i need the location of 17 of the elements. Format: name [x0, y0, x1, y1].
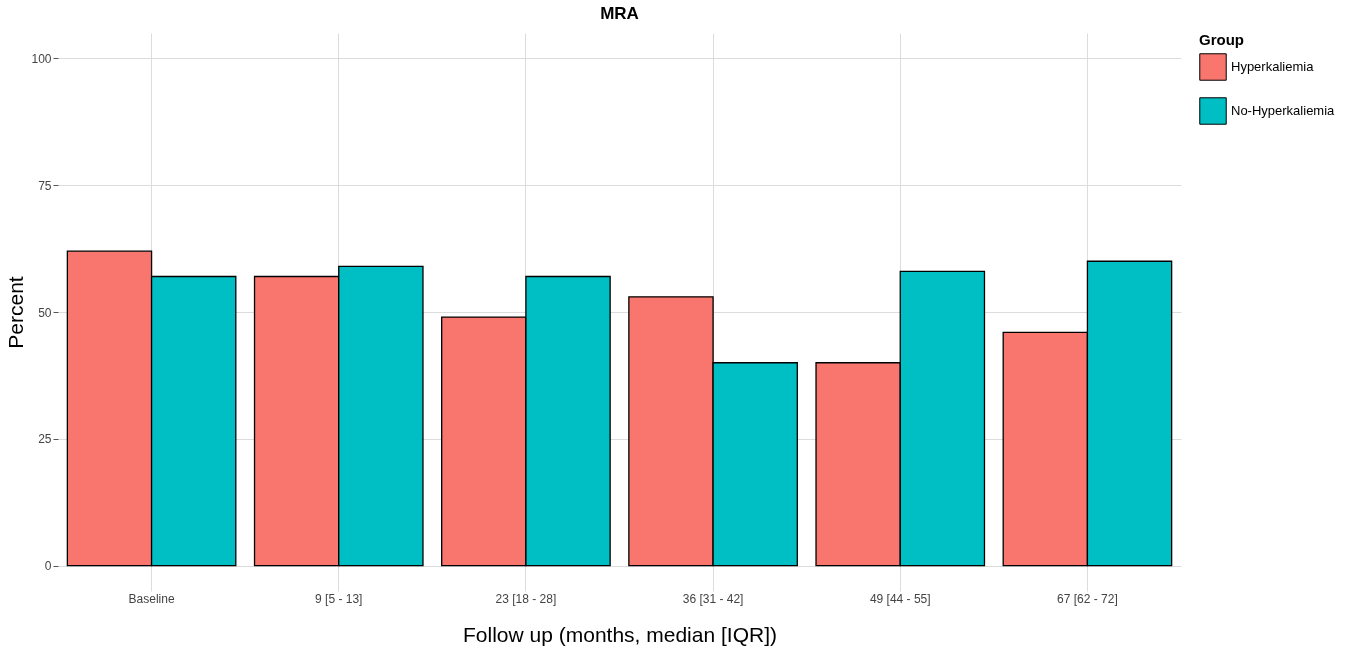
x-tick-label: Baseline — [128, 591, 175, 606]
y-tick-label: 50 — [38, 305, 52, 320]
legend-title: Group — [1199, 31, 1244, 48]
x-tick-label: 36 [31 - 42] — [682, 591, 744, 606]
y-tick-label: 75 — [38, 178, 52, 193]
legend-label: No-Hyperkaliemia — [1231, 103, 1336, 118]
y-tick-label: 0 — [44, 559, 52, 574]
x-tick-label: 23 [18 - 28] — [495, 591, 557, 606]
x-axis-title: Follow up (months, median [IQR]) — [463, 622, 777, 646]
x-tick-label: 9 [5 - 13] — [315, 591, 363, 606]
legend-label: Hyperkaliemia — [1231, 59, 1315, 74]
y-tick-label: 25 — [38, 432, 52, 447]
chart-title: MRA — [600, 4, 639, 23]
y-tick-label: 100 — [31, 51, 52, 66]
y-axis-title: Percent — [4, 276, 28, 349]
x-tick-label: 49 [44 - 55] — [869, 591, 931, 606]
x-tick-label: 67 [62 - 72] — [1057, 591, 1118, 606]
